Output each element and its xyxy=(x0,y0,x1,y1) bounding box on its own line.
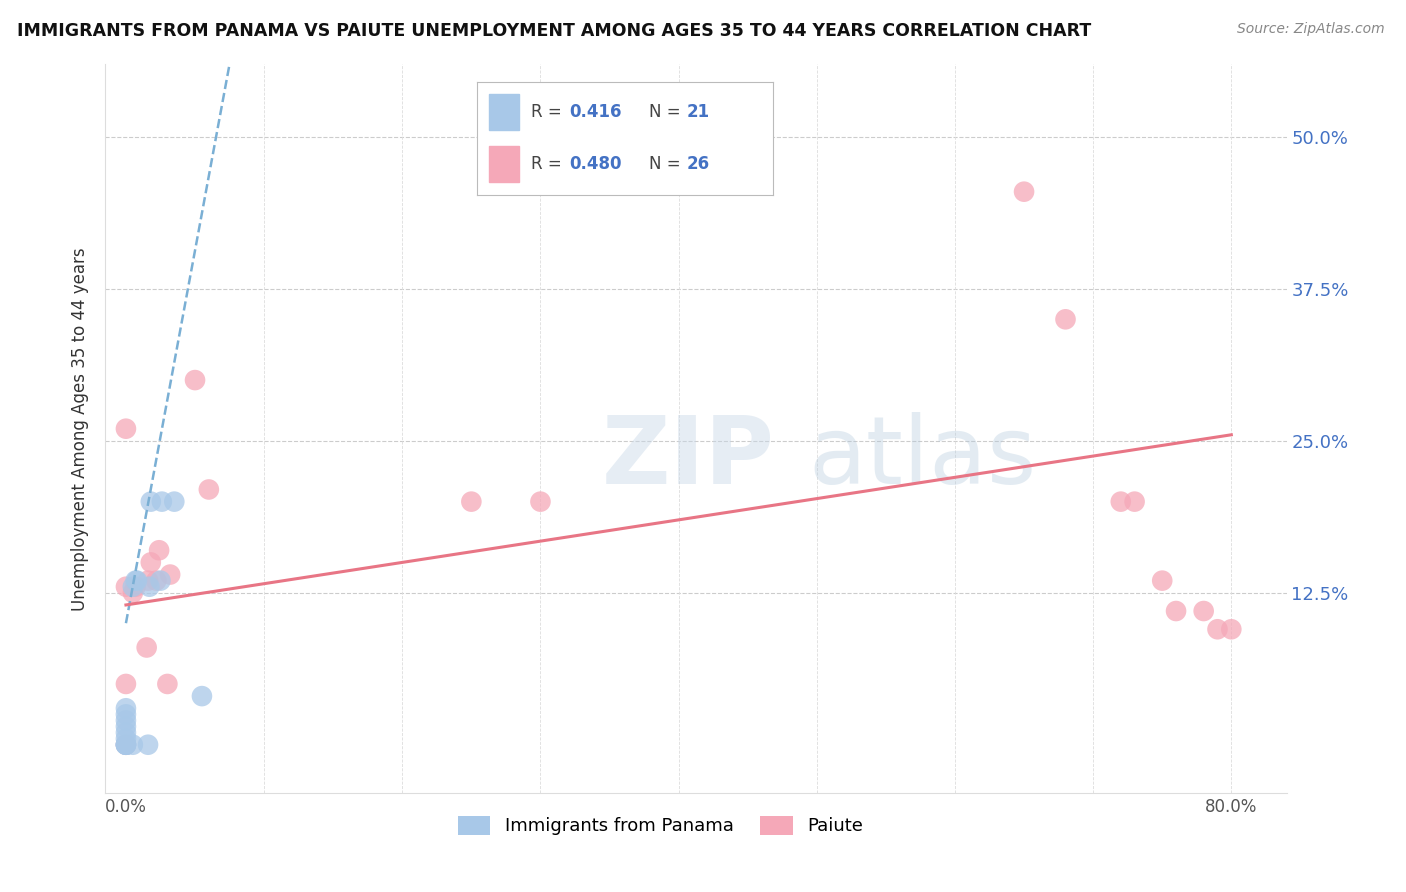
Point xyxy=(115,738,138,752)
Point xyxy=(1109,494,1132,508)
Point xyxy=(1152,574,1174,588)
Point xyxy=(139,494,162,508)
Point xyxy=(115,714,138,728)
Point xyxy=(115,701,138,715)
Point xyxy=(1012,185,1035,199)
Point xyxy=(136,574,159,588)
Point xyxy=(115,580,138,594)
Point xyxy=(159,567,181,582)
Point xyxy=(184,373,207,387)
Point xyxy=(198,483,221,497)
Point xyxy=(115,738,138,752)
Point xyxy=(135,640,157,655)
Point xyxy=(115,707,138,722)
Point xyxy=(136,738,159,752)
Point xyxy=(149,574,172,588)
Point xyxy=(163,494,186,508)
Text: ZIP: ZIP xyxy=(602,412,775,504)
Point xyxy=(1192,604,1215,618)
Point xyxy=(121,586,143,600)
Point xyxy=(121,738,143,752)
Point xyxy=(1220,622,1243,636)
Point xyxy=(145,574,167,588)
Point xyxy=(1164,604,1187,618)
Point xyxy=(115,738,138,752)
Y-axis label: Unemployment Among Ages 35 to 44 years: Unemployment Among Ages 35 to 44 years xyxy=(72,247,89,610)
Point xyxy=(529,494,551,508)
Point xyxy=(124,574,146,588)
Point xyxy=(115,731,138,746)
Point xyxy=(1206,622,1229,636)
Point xyxy=(115,725,138,739)
Point xyxy=(115,422,138,436)
Point xyxy=(121,580,143,594)
Point xyxy=(460,494,482,508)
Point xyxy=(115,677,138,691)
Point xyxy=(115,738,138,752)
Legend: Immigrants from Panama, Paiute: Immigrants from Panama, Paiute xyxy=(457,816,863,836)
Text: atlas: atlas xyxy=(808,412,1036,504)
Point xyxy=(115,738,138,752)
Point xyxy=(125,574,148,588)
Text: IMMIGRANTS FROM PANAMA VS PAIUTE UNEMPLOYMENT AMONG AGES 35 TO 44 YEARS CORRELAT: IMMIGRANTS FROM PANAMA VS PAIUTE UNEMPLO… xyxy=(17,22,1091,40)
Point xyxy=(115,719,138,733)
Point xyxy=(1123,494,1146,508)
Point xyxy=(124,580,146,594)
Point xyxy=(150,494,173,508)
Point xyxy=(139,556,162,570)
Point xyxy=(1054,312,1077,326)
Point xyxy=(156,677,179,691)
Point xyxy=(148,543,170,558)
Text: Source: ZipAtlas.com: Source: ZipAtlas.com xyxy=(1237,22,1385,37)
Point xyxy=(191,689,214,703)
Point xyxy=(138,580,160,594)
